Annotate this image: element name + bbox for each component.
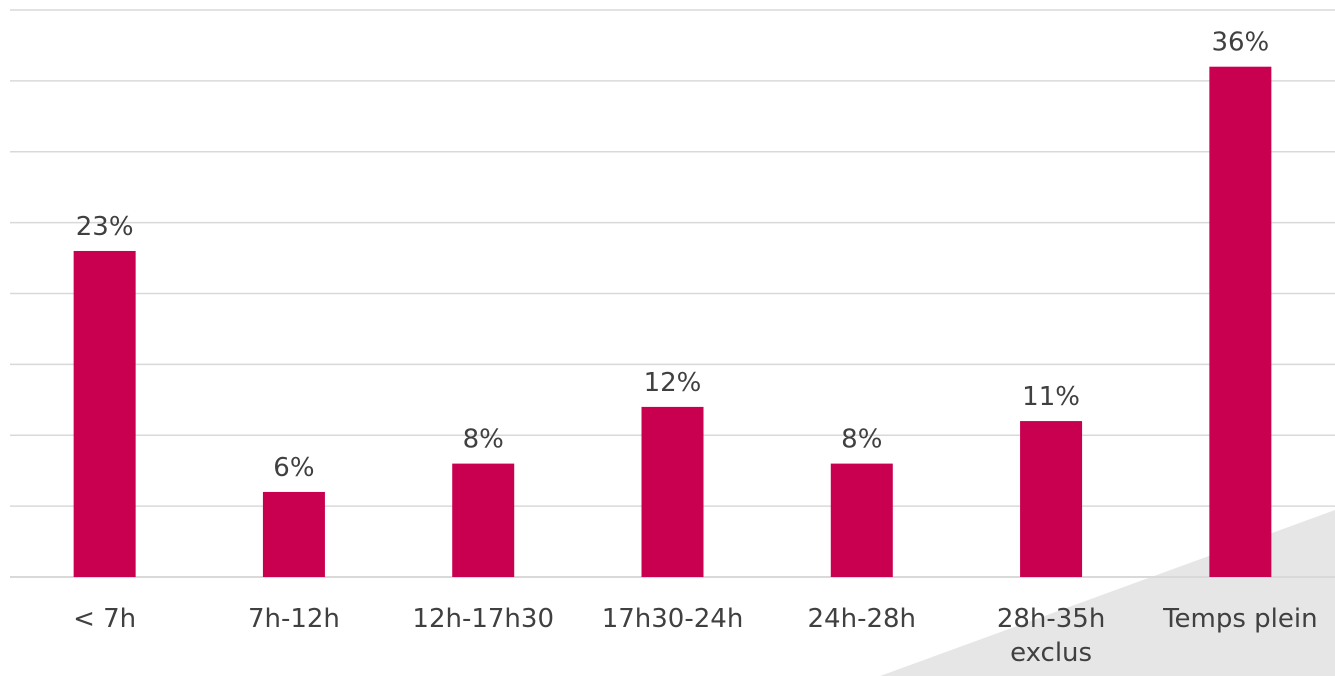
x-tick-label-line: 17h30-24h (602, 604, 744, 634)
x-tick-label-line: 12h-17h30 (412, 604, 554, 634)
bars (73, 66, 1272, 577)
bar (452, 463, 515, 577)
x-tick-label: < 7h (73, 604, 136, 634)
x-tick-label-line: 28h-35h (997, 604, 1106, 634)
data-label: 12% (644, 368, 702, 398)
x-tick-label-line: 7h-12h (248, 604, 340, 634)
bar (641, 406, 704, 577)
bar (830, 463, 893, 577)
x-axis-labels: < 7h 7h-12h 12h-17h30 17h30-24h 24h-28h 28h-3… (73, 604, 1318, 668)
data-label: 11% (1022, 382, 1080, 412)
x-tick-label: 7h-12h (248, 604, 340, 634)
data-label: 6% (273, 453, 314, 483)
data-label: 8% (841, 425, 882, 455)
bar (262, 491, 325, 577)
data-label: 36% (1211, 28, 1269, 58)
data-labels: 23% 6% 8% 12% 8% 11% 36% (76, 28, 1270, 483)
x-tick-label-line: Temps plein (1162, 604, 1318, 634)
x-tick-label: 28h-35h exclus (997, 604, 1106, 668)
x-tick-label-line: 24h-28h (808, 604, 917, 634)
x-tick-label: Temps plein (1162, 604, 1318, 634)
x-tick-label: 17h30-24h (602, 604, 744, 634)
gridlines (10, 9, 1335, 578)
x-tick-label-line: < 7h (73, 604, 136, 634)
bar (1209, 66, 1272, 577)
bar (73, 250, 136, 577)
x-tick-label-line: exclus (1010, 638, 1092, 668)
data-label: 8% (463, 425, 504, 455)
bar (1020, 421, 1083, 577)
x-tick-label: 12h-17h30 (412, 604, 554, 634)
data-label: 23% (76, 212, 134, 242)
x-tick-label: 24h-28h (808, 604, 917, 634)
